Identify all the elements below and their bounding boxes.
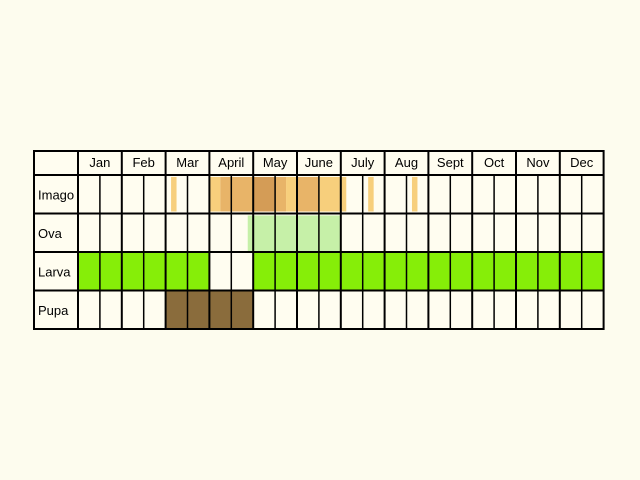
imago-activity-block [318, 177, 347, 212]
imago-activity-block [209, 177, 221, 212]
imago-activity-block [253, 177, 276, 212]
month-label-aug: Aug [395, 155, 418, 170]
imago-activity-block [275, 177, 287, 212]
month-label-sept: Sept [437, 155, 464, 170]
imago-activity-block [286, 177, 297, 212]
month-label-nov: Nov [526, 155, 550, 170]
stage-label-ova: Ova [38, 226, 63, 241]
stage-label-imago: Imago [38, 187, 74, 202]
month-label-dec: Dec [570, 155, 594, 170]
imago-activity-block [297, 177, 319, 212]
month-label-mar: Mar [176, 155, 199, 170]
month-label-april: April [218, 155, 244, 170]
imago-activity-block [368, 177, 374, 212]
imago-activity-block [220, 177, 254, 212]
month-label-feb: Feb [132, 155, 154, 170]
stage-label-larva: Larva [38, 264, 71, 279]
ova-activity-block [247, 215, 341, 252]
month-label-jan: Jan [89, 155, 110, 170]
label-layer: Jan Feb Mar April May June July Aug Sept Oct Nov De… [38, 155, 594, 318]
month-label-july: July [351, 155, 375, 170]
month-label-may: May [263, 155, 288, 170]
grid-layer [33, 150, 605, 330]
month-label-june: June [305, 155, 333, 170]
imago-activity-block [411, 177, 418, 212]
stage-label-pupa: Pupa [38, 303, 69, 318]
imago-activity-block [171, 177, 177, 212]
month-label-oct: Oct [484, 155, 505, 170]
